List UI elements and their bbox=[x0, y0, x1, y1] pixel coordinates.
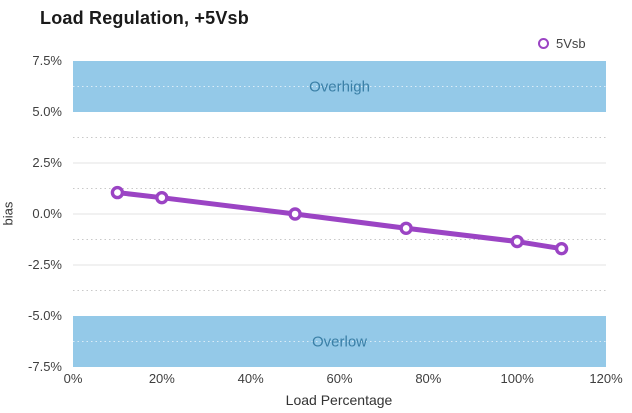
band-label: Overhigh bbox=[309, 79, 370, 96]
data-point-marker bbox=[288, 207, 302, 221]
series-line bbox=[114, 190, 565, 252]
x-tick-label: 80% bbox=[415, 371, 442, 386]
band-label: Overlow bbox=[312, 334, 367, 351]
x-tick-label: 100% bbox=[500, 371, 534, 386]
data-point-marker bbox=[155, 190, 169, 205]
x-tick-label: 0% bbox=[63, 371, 83, 386]
chart-title: Load Regulation, +5Vsb bbox=[40, 8, 249, 28]
x-tick-label: 120% bbox=[589, 371, 623, 386]
data-point-marker bbox=[510, 234, 524, 249]
x-tick-label: 60% bbox=[326, 371, 353, 386]
y-tick-label: 2.5% bbox=[32, 155, 62, 170]
y-tick-label: -5.0% bbox=[28, 308, 62, 323]
y-tick-label: 7.5% bbox=[32, 53, 62, 68]
data-point-marker bbox=[399, 221, 413, 235]
legend-label: 5Vsb bbox=[556, 36, 586, 51]
y-tick-label: 0.0% bbox=[32, 206, 62, 221]
legend[interactable]: 5Vsb bbox=[538, 36, 586, 51]
plot-area: Overhigh Overlow bbox=[73, 61, 606, 367]
y-tick-label: -2.5% bbox=[28, 257, 62, 272]
x-tick-label: 40% bbox=[237, 371, 264, 386]
y-tick-label: 5.0% bbox=[32, 104, 62, 119]
x-tick-label: 20% bbox=[148, 371, 175, 386]
data-point-marker bbox=[554, 241, 569, 256]
data-point-marker bbox=[110, 185, 125, 200]
legend-ring-icon bbox=[538, 38, 549, 49]
y-tick-label: -7.5% bbox=[28, 359, 62, 374]
x-axis-title: Load Percentage bbox=[285, 392, 393, 408]
